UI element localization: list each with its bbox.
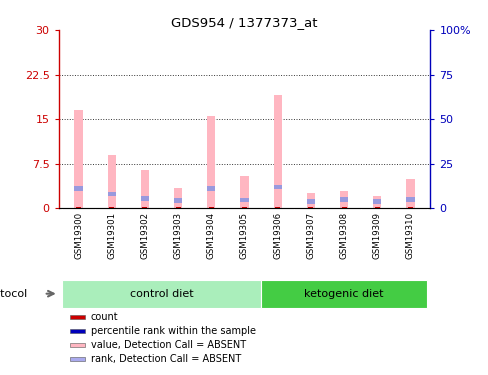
Text: GSM19302: GSM19302 xyxy=(140,212,149,259)
Bar xyxy=(74,186,82,190)
Bar xyxy=(240,176,248,208)
Text: GSM19303: GSM19303 xyxy=(173,212,182,259)
Text: rank, Detection Call = ABSENT: rank, Detection Call = ABSENT xyxy=(91,354,241,364)
Bar xyxy=(406,197,414,202)
Bar xyxy=(339,190,347,208)
Text: GSM19304: GSM19304 xyxy=(206,212,215,259)
Bar xyxy=(374,207,379,209)
Bar xyxy=(372,200,381,204)
Bar xyxy=(308,207,313,209)
Bar xyxy=(406,178,414,209)
Bar xyxy=(76,207,81,209)
Text: GSM19306: GSM19306 xyxy=(273,212,282,259)
Text: protocol: protocol xyxy=(0,289,27,299)
Bar xyxy=(141,196,149,201)
Bar xyxy=(306,194,314,208)
Bar xyxy=(175,207,180,209)
Bar xyxy=(107,192,116,196)
Bar xyxy=(70,330,85,333)
Bar xyxy=(407,207,412,209)
Bar xyxy=(208,207,213,209)
Text: GSM19307: GSM19307 xyxy=(306,212,315,259)
Bar xyxy=(70,357,85,361)
Text: count: count xyxy=(91,312,118,322)
Bar xyxy=(339,197,347,202)
Bar xyxy=(273,184,281,189)
Bar xyxy=(207,186,215,190)
Bar xyxy=(261,280,426,308)
Text: value, Detection Call = ABSENT: value, Detection Call = ABSENT xyxy=(91,340,245,350)
Text: GSM19305: GSM19305 xyxy=(240,212,248,259)
Text: percentile rank within the sample: percentile rank within the sample xyxy=(91,326,255,336)
Text: GSM19309: GSM19309 xyxy=(372,212,381,259)
Bar xyxy=(109,207,114,209)
Title: GDS954 / 1377373_at: GDS954 / 1377373_at xyxy=(171,16,317,29)
Text: GSM19310: GSM19310 xyxy=(405,212,414,259)
Bar xyxy=(242,207,246,209)
Text: GSM19308: GSM19308 xyxy=(339,212,348,259)
Text: control diet: control diet xyxy=(129,289,193,299)
Bar xyxy=(207,116,215,208)
Bar xyxy=(70,344,85,347)
Bar xyxy=(62,280,261,308)
Text: GSM19301: GSM19301 xyxy=(107,212,116,259)
Bar xyxy=(174,188,182,209)
Text: ketogenic diet: ketogenic diet xyxy=(304,289,383,299)
Bar xyxy=(273,95,281,208)
Bar xyxy=(70,315,85,319)
Bar xyxy=(372,196,381,208)
Bar xyxy=(341,207,346,209)
Bar xyxy=(142,207,147,209)
Bar xyxy=(141,170,149,208)
Bar xyxy=(174,198,182,203)
Text: GSM19300: GSM19300 xyxy=(74,212,83,259)
Bar xyxy=(74,110,82,209)
Bar xyxy=(306,199,314,204)
Bar xyxy=(240,198,248,202)
Bar xyxy=(107,155,116,209)
Bar xyxy=(275,207,280,209)
